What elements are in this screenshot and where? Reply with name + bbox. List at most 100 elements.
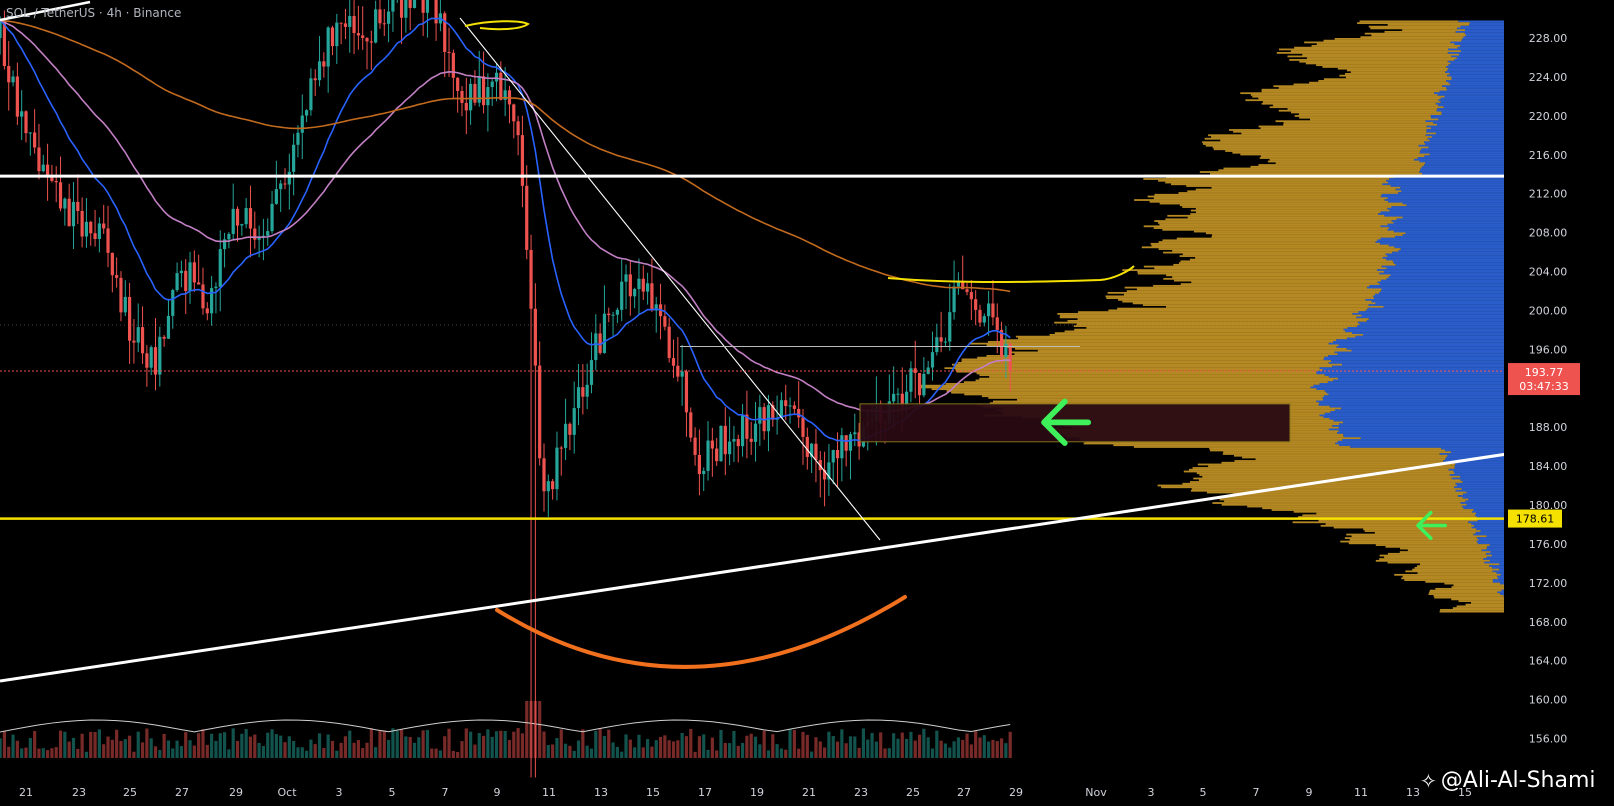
candle-body[interactable] — [37, 147, 41, 172]
candle-body[interactable] — [641, 278, 645, 292]
candle-body[interactable] — [805, 436, 809, 457]
candle-body[interactable] — [153, 347, 158, 375]
candle-body[interactable] — [693, 437, 697, 455]
candle-body[interactable] — [1008, 343, 1012, 371]
candle-body[interactable] — [520, 135, 525, 186]
candle-body[interactable] — [119, 277, 123, 313]
candle-body[interactable] — [261, 235, 266, 237]
candle-body[interactable] — [680, 371, 684, 377]
candle-body[interactable] — [15, 76, 19, 117]
candle-body[interactable] — [952, 286, 956, 313]
candle-body[interactable] — [576, 387, 581, 409]
candle-body[interactable] — [257, 236, 261, 240]
candle-body[interactable] — [848, 434, 853, 451]
candle-body[interactable] — [723, 425, 727, 455]
candle-body[interactable] — [650, 283, 654, 311]
candle-body[interactable] — [197, 282, 201, 285]
candle-body[interactable] — [132, 340, 136, 343]
price-axis[interactable]: 228.00 224.00 220.00 216.00 212.00 208.00 204.… — [1504, 0, 1614, 806]
candle-body[interactable] — [909, 368, 913, 392]
candle-body[interactable] — [412, 0, 417, 8]
candle-body[interactable] — [585, 384, 589, 397]
candle-body[interactable] — [20, 111, 24, 117]
candle-body[interactable] — [63, 198, 67, 209]
candle-body[interactable] — [499, 72, 503, 100]
candle-body[interactable] — [905, 391, 909, 410]
rising-trendline[interactable] — [0, 438, 1601, 683]
candle-body[interactable] — [28, 132, 32, 134]
candle-body[interactable] — [434, 0, 438, 24]
candle-body[interactable] — [283, 183, 287, 185]
candle-body[interactable] — [784, 400, 788, 407]
candle-body[interactable] — [447, 51, 451, 53]
candle-body[interactable] — [999, 329, 1004, 357]
candle-body[interactable] — [326, 27, 330, 67]
candle-body[interactable] — [361, 35, 365, 38]
candle-body[interactable] — [542, 458, 546, 492]
candle-body[interactable] — [58, 182, 63, 209]
candle-body[interactable] — [451, 52, 455, 78]
candle-body[interactable] — [753, 423, 758, 442]
candle-body[interactable] — [974, 299, 978, 310]
candle-body[interactable] — [719, 425, 723, 462]
candle-body[interactable] — [1004, 343, 1008, 357]
yellow-curve-top[interactable] — [464, 20, 530, 31]
candle-body[interactable] — [408, 0, 412, 8]
candle-body[interactable] — [917, 372, 922, 396]
candle-body[interactable] — [287, 171, 291, 185]
drawings[interactable] — [0, 0, 1601, 683]
time-axis[interactable]: 21 23 25 27 29 Oct 3 5 7 9 11 13 15 17 19 21 23 25 27 29 Nov… — [0, 780, 1504, 806]
candle-body[interactable] — [671, 358, 676, 366]
candle-body[interactable] — [900, 393, 904, 410]
candle-body[interactable] — [300, 115, 304, 133]
candle-body[interactable] — [602, 313, 607, 353]
candle-body[interactable] — [667, 326, 671, 359]
candle-body[interactable] — [2, 20, 7, 67]
candle-body[interactable] — [503, 90, 507, 100]
candle-body[interactable] — [89, 221, 93, 234]
candle-body[interactable] — [352, 15, 356, 34]
candle-body[interactable] — [222, 239, 227, 250]
candle-body[interactable] — [76, 201, 80, 211]
candle-body[interactable] — [948, 312, 952, 342]
candle-body[interactable] — [706, 440, 710, 471]
candle-body[interactable] — [80, 210, 84, 237]
candle-body[interactable] — [106, 228, 110, 253]
candle-body[interactable] — [304, 110, 309, 116]
candle-body[interactable] — [179, 270, 183, 274]
candle-body[interactable] — [128, 296, 132, 341]
candle-body[interactable] — [620, 281, 624, 310]
candle-body[interactable] — [995, 317, 999, 330]
candle-body[interactable] — [857, 432, 861, 447]
candle-body[interactable] — [758, 407, 762, 424]
candle-body[interactable] — [123, 296, 127, 313]
candle-body[interactable] — [464, 102, 468, 111]
candle-body[interactable] — [853, 432, 857, 435]
candle-body[interactable] — [810, 443, 814, 457]
candle-body[interactable] — [494, 72, 499, 82]
candle-body[interactable] — [24, 111, 28, 134]
candle-body[interactable] — [84, 221, 89, 237]
candle-body[interactable] — [456, 77, 460, 91]
candle-body[interactable] — [391, 0, 395, 12]
candle-body[interactable] — [214, 286, 218, 289]
candle-body[interactable] — [11, 76, 15, 83]
yellow-curve[interactable] — [887, 265, 1135, 283]
candle-body[interactable] — [188, 262, 192, 292]
candle-body[interactable] — [930, 352, 935, 368]
candle-body[interactable] — [54, 180, 58, 183]
candle-body[interactable] — [102, 223, 106, 229]
candle-body[interactable] — [702, 470, 706, 475]
candle-body[interactable] — [736, 439, 740, 447]
candle-body[interactable] — [689, 412, 693, 438]
candle-body[interactable] — [788, 405, 792, 407]
candle-body[interactable] — [171, 290, 175, 316]
candle-body[interactable] — [792, 405, 796, 409]
candle-body[interactable] — [421, 0, 425, 13]
candle-body[interactable] — [831, 450, 835, 463]
candle-body[interactable] — [387, 11, 391, 24]
candle-body[interactable] — [322, 61, 326, 67]
candle-body[interactable] — [227, 233, 231, 240]
candle-body[interactable] — [365, 37, 369, 42]
